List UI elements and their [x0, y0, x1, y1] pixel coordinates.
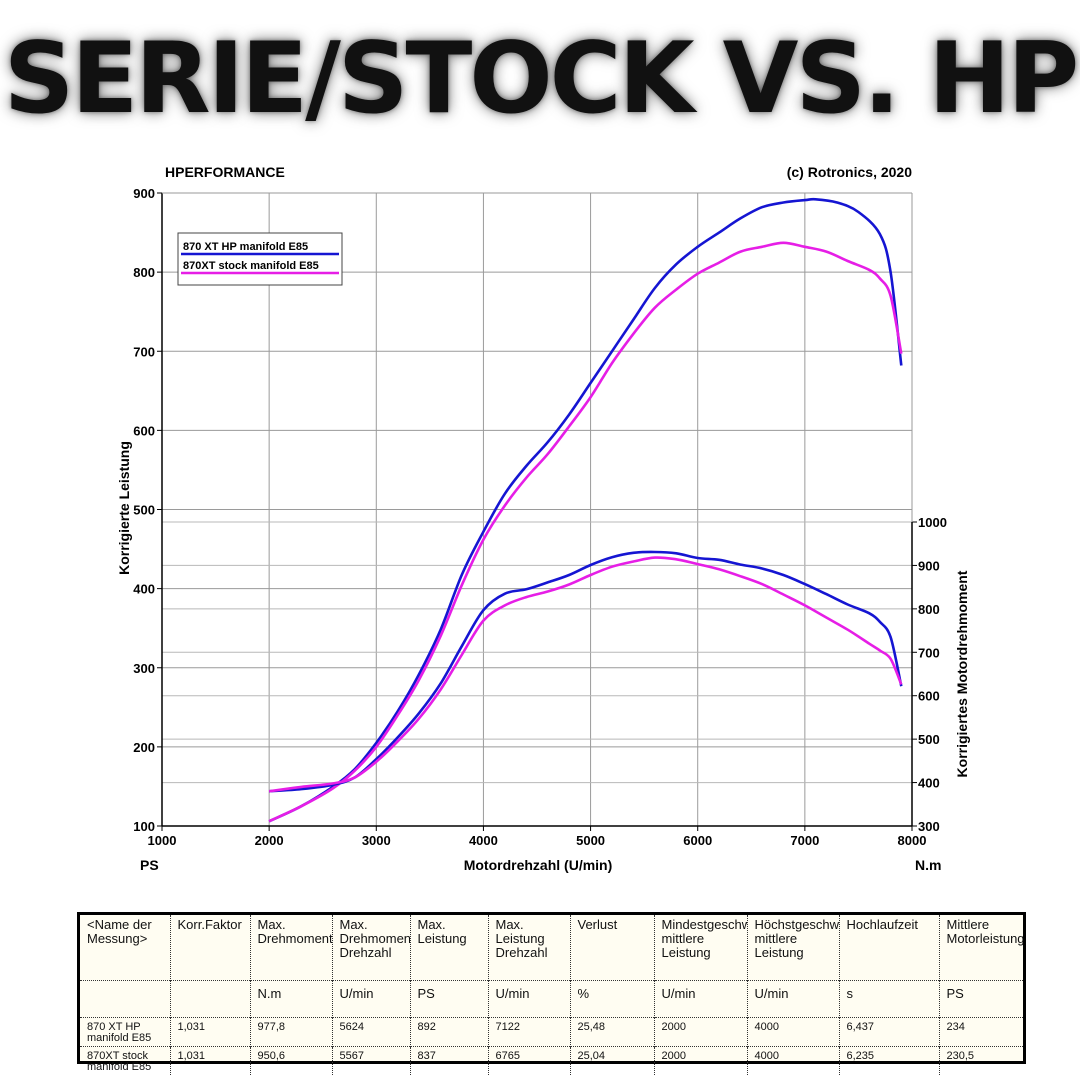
table-header-row: <Name der Messung> Korr.Faktor Max. Drehmo…	[80, 915, 1023, 981]
y-tick-label-left: 400	[133, 582, 155, 597]
table-row: 870 XT HP manifold E85 1,031 977,8 5624 892 7…	[80, 1017, 1023, 1047]
table-cell: U/min	[487, 980, 570, 1018]
table-cell: 2000	[653, 1017, 747, 1047]
legend-box	[177, 232, 343, 286]
left-unit-label: PS	[140, 857, 159, 873]
table-cell: Mindestgeschwindigkeit mittlere Leistung	[653, 915, 747, 981]
table-cell: 1,031	[169, 1046, 250, 1075]
tick-labels: 1000 2000 3000 4000 5000 6000 7000 8000 100 200 30…	[133, 186, 947, 848]
table-row: 870XT stock manifold E85 1,031 950,6 5567 83…	[80, 1046, 1023, 1075]
table-cell: s	[838, 980, 939, 1018]
legend: 870 XT HP manifold E85 870XT stock manif…	[177, 232, 343, 286]
table-cell: Hochlaufzeit	[838, 915, 939, 981]
table-cell: 2000	[653, 1046, 747, 1075]
y-tick-label-right: 700	[918, 645, 940, 660]
table-cell: 6,235	[838, 1046, 939, 1075]
y-tick-label-left: 500	[133, 503, 155, 518]
table-cell: 950,6	[249, 1046, 332, 1075]
y-tick-label-right: 800	[918, 602, 940, 617]
dyno-chart: 1000 2000 3000 4000 5000 6000 7000 8000 100 200 30…	[116, 164, 970, 873]
right-unit-label: N.m	[915, 857, 941, 873]
y-tick-label-right: 500	[918, 732, 940, 747]
x-tick-label: 4000	[469, 833, 498, 848]
table-cell: <Name der Messung>	[87, 917, 152, 946]
y-tick-label-right: 400	[918, 776, 940, 791]
table-cell: 977,8	[249, 1017, 332, 1047]
right-axis-label: Korrigiertes Motordrehmoment	[954, 570, 970, 777]
table-cell: U/min	[746, 980, 839, 1018]
table-cell: 4000	[746, 1046, 839, 1075]
table-cell: 6765	[487, 1046, 570, 1075]
series-line-torque-2	[269, 550, 903, 793]
table-cell: 7122	[487, 1017, 570, 1047]
y-tick-label-right: 300	[918, 819, 940, 834]
table-cell	[80, 980, 170, 1018]
table-cell: 837	[409, 1046, 488, 1075]
table-cell: U/min	[331, 980, 410, 1018]
y-tick-label-left: 600	[133, 423, 155, 438]
y-tick-label-left: 200	[133, 740, 155, 755]
table-cell: 870XT stock manifold E85	[80, 1046, 170, 1075]
chart-header-left: HPERFORMANCE	[165, 164, 285, 180]
table-units-row: N.m U/min PS U/min% U/min U/min s PS	[80, 980, 1023, 1018]
table-cell: Max. Leistung	[409, 915, 488, 981]
chart-header-right: (c) Rotronics, 2020	[787, 164, 912, 180]
table-cell: 4000	[746, 1017, 839, 1047]
y-tick-label-right: 900	[918, 558, 940, 573]
results-table: <Name der Messung> Korr.Faktor Max. Drehmo…	[80, 915, 1023, 1075]
table-cell: Höchstgeschwindigkeit mittlere Leistung	[746, 915, 839, 981]
table-cell: U/min	[653, 980, 747, 1018]
legend-label-hp: 870 XT HP manifold E85	[183, 241, 308, 253]
table-cell: 25,04	[569, 1046, 654, 1075]
y-tick-label-left: 700	[133, 344, 155, 359]
table-cell: Max. Drehmoment	[249, 915, 332, 981]
table-cell: 230,5	[938, 1046, 1023, 1075]
series-line-power-0	[268, 197, 903, 823]
table-cell: 25,48	[569, 1017, 654, 1047]
table-cell: 234	[938, 1017, 1023, 1047]
table-cell: 5624	[331, 1017, 410, 1047]
table-cell: 6,437	[838, 1017, 939, 1047]
x-tick-label: 2000	[255, 833, 284, 848]
table-cell: Max. Drehmoment Drehzahl	[331, 915, 410, 981]
left-axis-label: Korrigierte Leistung	[116, 441, 132, 575]
table-cell: Korr.Faktor	[169, 915, 250, 981]
x-axis-label: Motordrehzahl (U/min)	[464, 857, 613, 873]
x-tick-label: 7000	[790, 833, 819, 848]
legend-label-stock: 870XT stock manifold E85	[183, 260, 319, 272]
table-cell: 1,031	[169, 1017, 250, 1047]
table-cell: 5567	[331, 1046, 410, 1075]
table-cell: Mittlere Motorleistung	[938, 915, 1023, 981]
headline: SERIE/STOCK VS. HP	[3, 22, 1080, 136]
table-cell	[169, 980, 250, 1018]
y-tick-label-left: 100	[133, 819, 155, 834]
x-tick-label: 5000	[576, 833, 605, 848]
results-table-frame: <Name der Messung> Korr.Faktor Max. Drehmo…	[77, 912, 1026, 1075]
series-layer	[268, 197, 903, 823]
x-tick-label: 1000	[148, 833, 177, 848]
table-cell: Verlust	[569, 915, 654, 981]
y-tick-label-right: 1000	[918, 515, 947, 530]
table-cell: Max. Leistung Drehzahl	[487, 915, 570, 981]
table-cell: PS	[409, 980, 488, 1018]
series-line-torque-3	[268, 556, 903, 793]
y-tick-label-left: 300	[133, 661, 155, 676]
table-cell: N.m	[249, 980, 332, 1018]
chart-grid	[162, 193, 912, 826]
y-tick-label-left: 800	[133, 265, 155, 280]
x-tick-label: 8000	[898, 833, 927, 848]
y-tick-label-right: 600	[918, 689, 940, 704]
table-cell: 892	[409, 1017, 488, 1047]
chart-frame	[157, 192, 917, 831]
series-line-power-1	[268, 241, 903, 823]
x-tick-label: 6000	[683, 833, 712, 848]
table-cell: %	[569, 980, 654, 1018]
y-tick-label-left: 900	[133, 186, 155, 201]
x-tick-label: 3000	[362, 833, 391, 848]
table-cell: PS	[938, 980, 1023, 1018]
table-cell: 870 XT HP manifold E85	[80, 1017, 170, 1047]
